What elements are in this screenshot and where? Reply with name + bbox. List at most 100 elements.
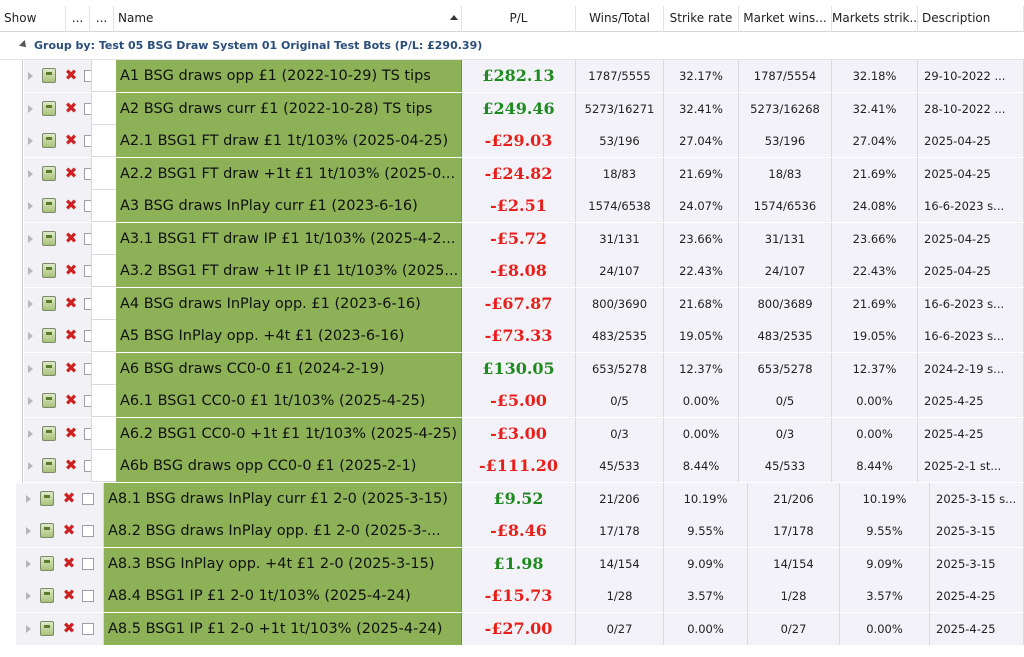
bot-settings-icon[interactable] — [40, 621, 54, 636]
delete-bot-icon[interactable]: ✖ — [64, 391, 78, 409]
expand-row-icon[interactable] — [28, 300, 33, 308]
table-row[interactable]: ✖ A3 BSG draws InPlay curr £1 (2023-6-16)… — [24, 190, 1024, 222]
expand-row-icon[interactable] — [26, 527, 31, 535]
expand-row-icon[interactable] — [28, 105, 33, 113]
delete-bot-icon[interactable]: ✖ — [64, 164, 78, 182]
table-row[interactable]: ✖ A8.4 BSG1 IP £1 2-0 1t/103% (2025-4-24)… — [16, 580, 1024, 612]
bot-settings-icon[interactable] — [40, 491, 54, 506]
bot-settings-icon[interactable] — [42, 458, 56, 473]
table-row[interactable]: ✖ A6b BSG draws opp CC0-0 £1 (2025-2-1) -£… — [24, 450, 1024, 482]
bot-settings-icon[interactable] — [40, 556, 54, 571]
show-checkbox[interactable] — [84, 265, 91, 277]
show-checkbox[interactable] — [82, 590, 94, 602]
expand-row-icon[interactable] — [28, 462, 33, 470]
bot-settings-icon[interactable] — [42, 296, 56, 311]
table-row[interactable]: ✖ A3.2 BSG1 FT draw +1t IP £1 1t/103% (20… — [24, 255, 1024, 287]
delete-bot-icon[interactable]: ✖ — [64, 196, 78, 214]
delete-bot-icon[interactable]: ✖ — [64, 99, 78, 117]
show-checkbox[interactable] — [84, 298, 91, 310]
column-header-description[interactable]: Description — [918, 6, 1024, 32]
delete-bot-icon[interactable]: ✖ — [64, 424, 78, 442]
table-row[interactable]: ✖ A1 BSG draws opp £1 (2022-10-29) TS tip… — [24, 60, 1024, 92]
bot-settings-icon[interactable] — [40, 588, 54, 603]
delete-bot-icon[interactable]: ✖ — [64, 326, 78, 344]
delete-bot-icon[interactable]: ✖ — [62, 521, 76, 539]
expand-row-icon[interactable] — [28, 202, 33, 210]
expand-row-icon[interactable] — [28, 72, 33, 80]
show-checkbox[interactable] — [84, 168, 91, 180]
table-row[interactable]: ✖ A2 BSG draws curr £1 (2022-10-28) TS ti… — [24, 93, 1024, 125]
column-header-strike-rate[interactable]: Strike rate — [664, 6, 739, 32]
bot-settings-icon[interactable] — [42, 68, 56, 83]
delete-bot-icon[interactable]: ✖ — [64, 66, 78, 84]
column-header-show[interactable]: Show — [0, 6, 66, 32]
bot-settings-icon[interactable] — [42, 426, 56, 441]
expand-row-icon[interactable] — [28, 365, 33, 373]
group-row[interactable]: Group by: Test 05 BSG Draw System 01 Ori… — [0, 32, 1024, 60]
expand-row-icon[interactable] — [28, 430, 33, 438]
collapse-group-icon[interactable] — [19, 40, 29, 50]
show-checkbox[interactable] — [84, 460, 91, 472]
bot-settings-icon[interactable] — [42, 101, 56, 116]
column-header-markets-strike[interactable]: Markets strik... — [832, 6, 918, 32]
expand-row-icon[interactable] — [26, 560, 31, 568]
show-checkbox[interactable] — [84, 428, 91, 440]
delete-bot-icon[interactable]: ✖ — [64, 131, 78, 149]
bot-settings-icon[interactable] — [42, 231, 56, 246]
delete-bot-icon[interactable]: ✖ — [64, 294, 78, 312]
expand-row-icon[interactable] — [26, 495, 31, 503]
expand-row-icon[interactable] — [28, 170, 33, 178]
show-checkbox[interactable] — [84, 233, 91, 245]
expand-row-icon[interactable] — [28, 397, 33, 405]
table-row[interactable]: ✖ A6.2 BSG1 CC0-0 +1t £1 1t/103% (2025-4-… — [24, 418, 1024, 450]
table-row[interactable]: ✖ A2.1 BSG1 FT draw £1 1t/103% (2025-04-2… — [24, 125, 1024, 157]
show-checkbox[interactable] — [82, 558, 94, 570]
table-row[interactable]: ✖ A5 BSG InPlay opp. +4t £1 (2023-6-16) -£… — [24, 320, 1024, 352]
delete-bot-icon[interactable]: ✖ — [64, 456, 78, 474]
show-checkbox[interactable] — [84, 70, 91, 82]
table-row[interactable]: ✖ A3.1 BSG1 FT draw IP £1 1t/103% (2025-4… — [24, 223, 1024, 255]
column-header-dots-1[interactable]: ... — [66, 6, 90, 32]
expand-row-icon[interactable] — [28, 332, 33, 340]
bot-settings-icon[interactable] — [42, 361, 56, 376]
table-row[interactable]: ✖ A8.2 BSG draws InPlay opp. £1 2-0 (2025… — [16, 515, 1024, 547]
table-row[interactable]: ✖ A8.1 BSG draws InPlay curr £1 2-0 (2025… — [16, 483, 1024, 515]
show-checkbox[interactable] — [84, 200, 91, 212]
show-checkbox[interactable] — [82, 525, 94, 537]
bot-settings-icon[interactable] — [42, 393, 56, 408]
table-row[interactable]: ✖ A6 BSG draws CC0-0 £1 (2024-2-19) £130.0… — [24, 353, 1024, 385]
column-header-market-wins[interactable]: Market wins... — [739, 6, 832, 32]
table-row[interactable]: ✖ A2.2 BSG1 FT draw +1t £1 1t/103% (2025-… — [24, 158, 1024, 190]
expand-row-icon[interactable] — [26, 592, 31, 600]
column-header-pl[interactable]: P/L — [462, 6, 576, 32]
table-row[interactable]: ✖ A8.5 BSG1 IP £1 2-0 +1t 1t/103% (2025-4… — [16, 613, 1024, 645]
bot-settings-icon[interactable] — [42, 328, 56, 343]
expand-row-icon[interactable] — [26, 625, 31, 633]
table-row[interactable]: ✖ A8.3 BSG InPlay opp. +4t £1 2-0 (2025-3… — [16, 548, 1024, 580]
expand-row-icon[interactable] — [28, 137, 33, 145]
show-checkbox[interactable] — [84, 330, 91, 342]
delete-bot-icon[interactable]: ✖ — [62, 489, 76, 507]
bot-settings-icon[interactable] — [42, 133, 56, 148]
table-row[interactable]: ✖ A6.1 BSG1 CC0-0 £1 1t/103% (2025-4-25) -… — [24, 385, 1024, 417]
delete-bot-icon[interactable]: ✖ — [62, 586, 76, 604]
column-header-dots-2[interactable]: ... — [90, 6, 114, 32]
delete-bot-icon[interactable]: ✖ — [64, 261, 78, 279]
bot-settings-icon[interactable] — [42, 263, 56, 278]
column-header-name[interactable]: Name — [114, 6, 462, 32]
expand-row-icon[interactable] — [28, 267, 33, 275]
show-checkbox[interactable] — [84, 395, 91, 407]
delete-bot-icon[interactable]: ✖ — [64, 359, 78, 377]
column-header-wins-total[interactable]: Wins/Total — [576, 6, 664, 32]
delete-bot-icon[interactable]: ✖ — [62, 554, 76, 572]
delete-bot-icon[interactable]: ✖ — [64, 229, 78, 247]
show-checkbox[interactable] — [84, 135, 91, 147]
delete-bot-icon[interactable]: ✖ — [62, 619, 76, 637]
bot-settings-icon[interactable] — [42, 166, 56, 181]
show-checkbox[interactable] — [84, 103, 91, 115]
show-checkbox[interactable] — [82, 493, 94, 505]
show-checkbox[interactable] — [82, 623, 94, 635]
expand-row-icon[interactable] — [28, 235, 33, 243]
show-checkbox[interactable] — [84, 363, 91, 375]
table-row[interactable]: ✖ A4 BSG draws InPlay opp. £1 (2023-6-16)… — [24, 288, 1024, 320]
